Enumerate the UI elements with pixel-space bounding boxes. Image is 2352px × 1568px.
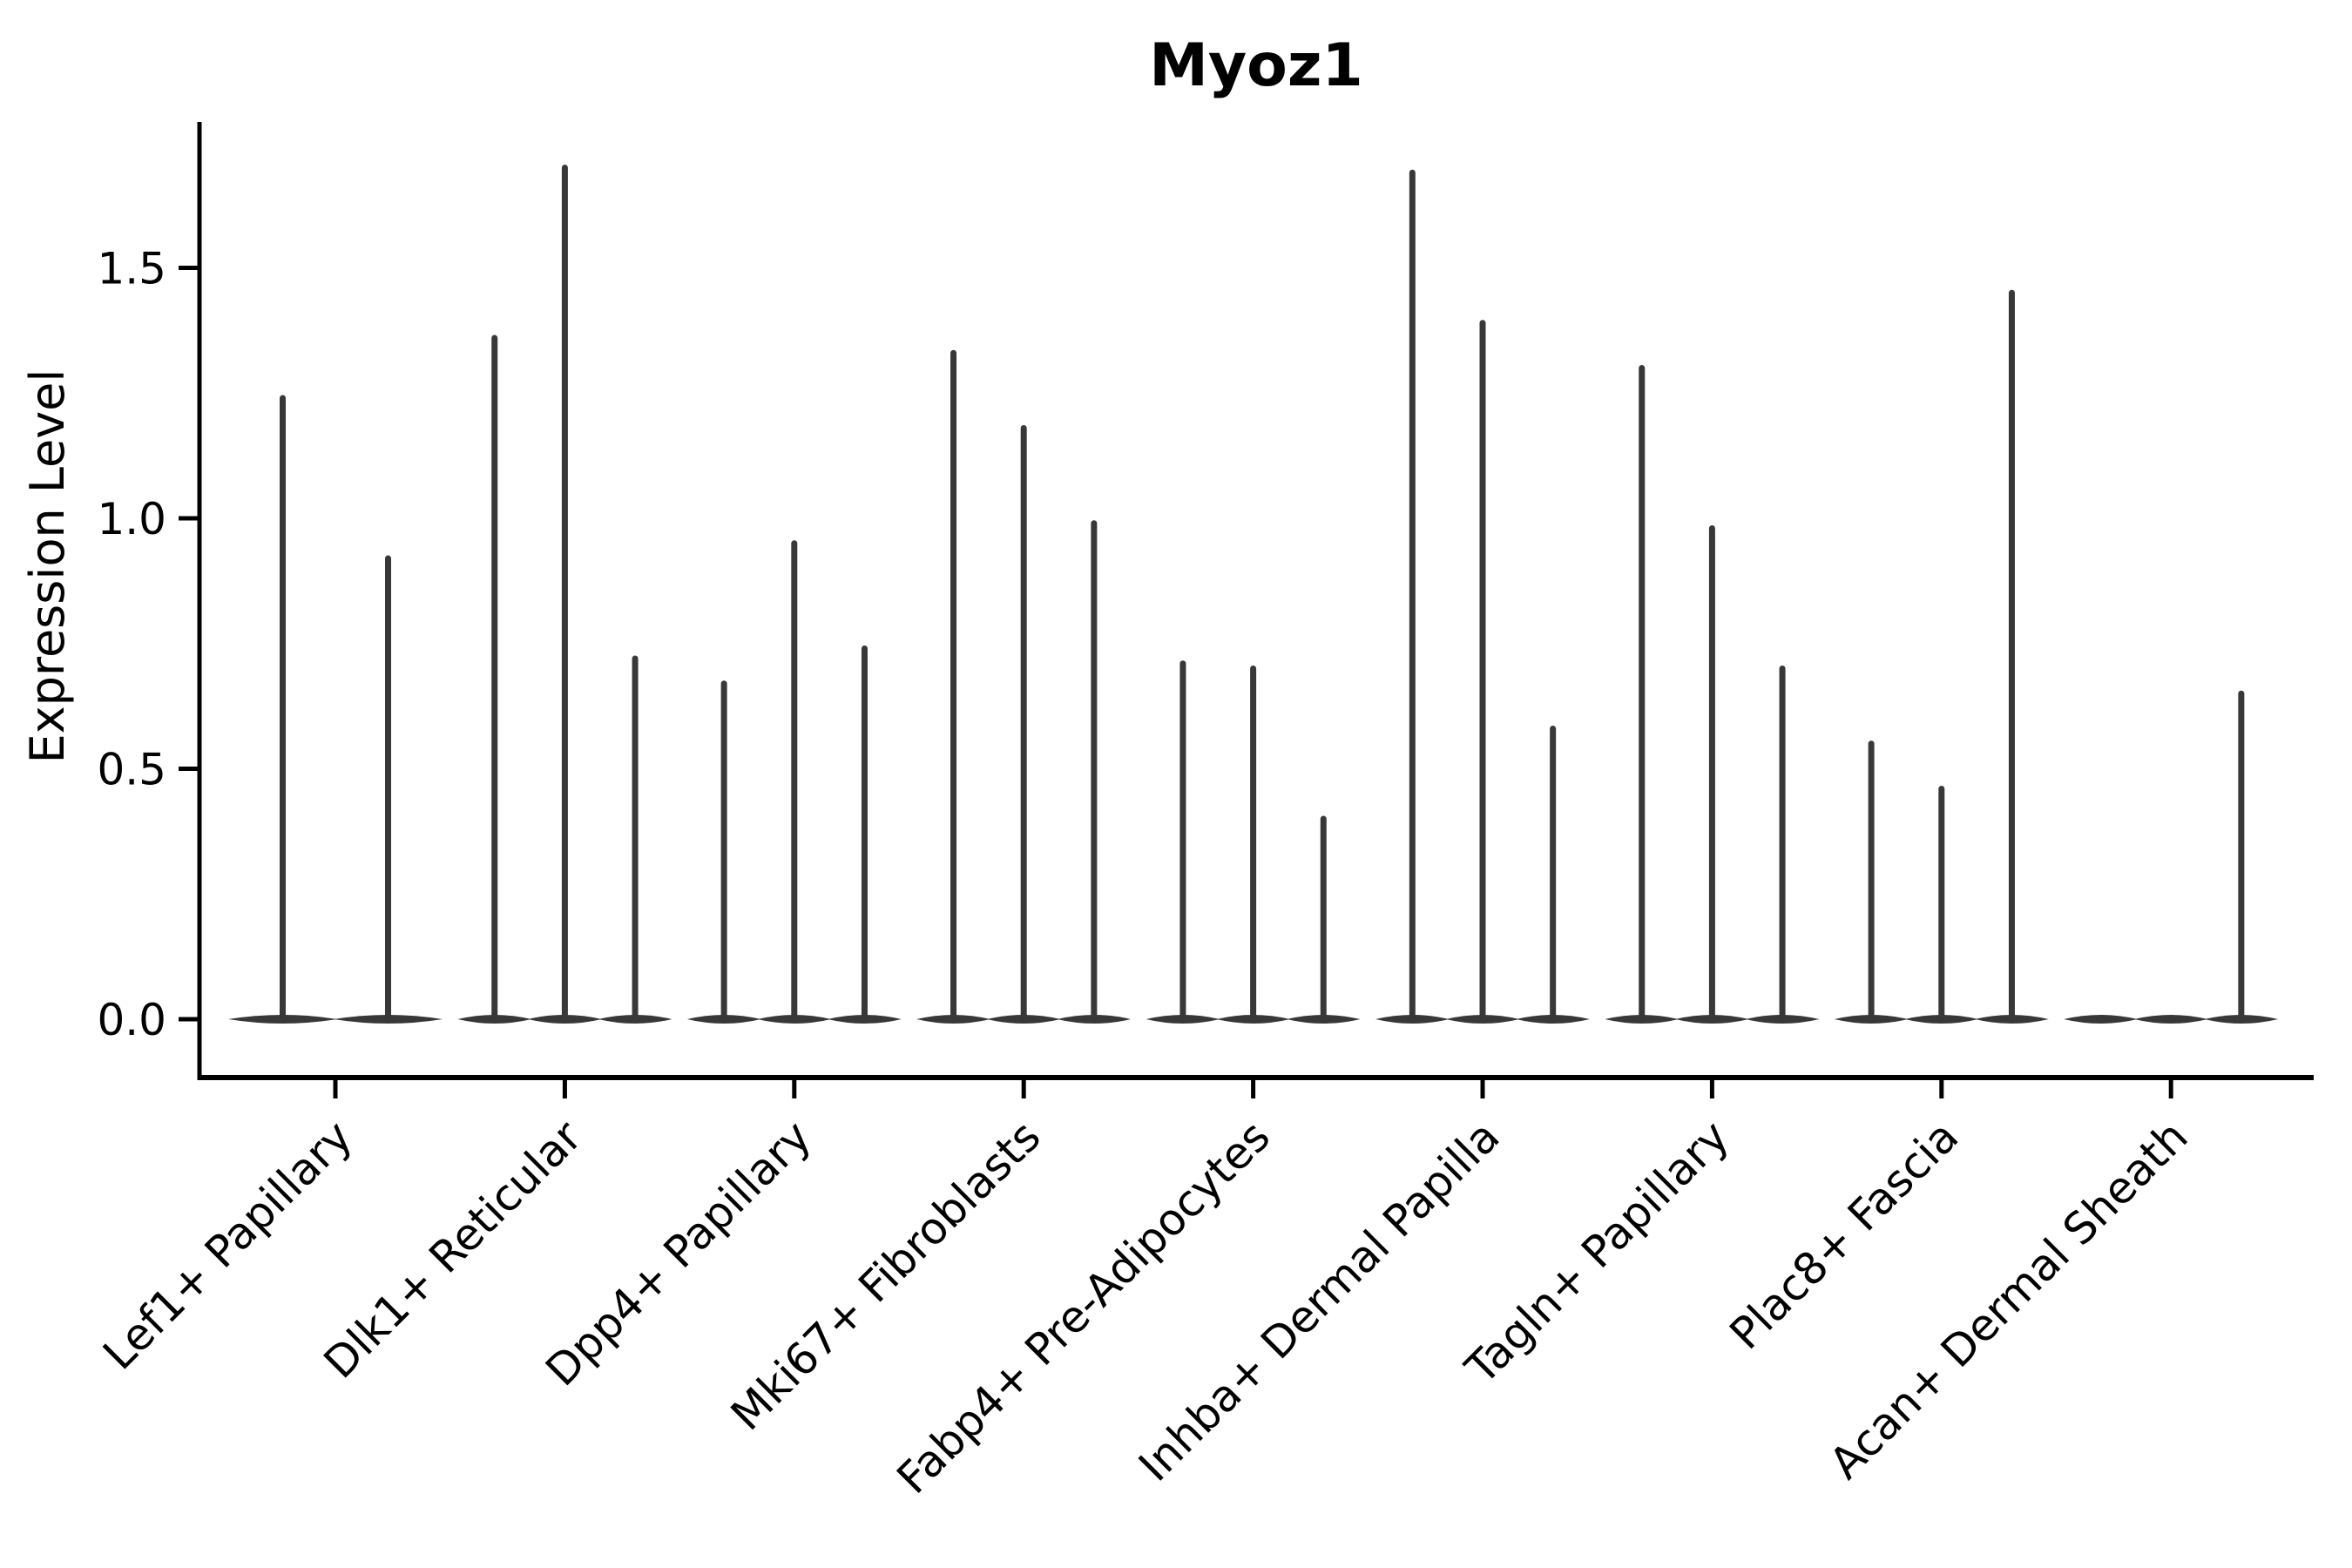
violin-group-1: [228, 395, 443, 1024]
violin-base: [2133, 1015, 2208, 1024]
y-tick-label: 1.0: [97, 494, 166, 544]
violin-group-2: [457, 165, 672, 1024]
violin-group-7: [1605, 365, 1820, 1024]
violin-group-8: [1834, 289, 2049, 1024]
chart-title: Myoz1: [1149, 31, 1363, 100]
violin-base: [2064, 1015, 2138, 1024]
y-tick-label: 1.5: [97, 244, 166, 294]
violin-group-4: [916, 349, 1132, 1024]
y-tick-label: 0.5: [97, 745, 166, 795]
violins-layer: [228, 165, 2279, 1024]
y-axis-label: Expression Level: [20, 369, 75, 764]
violin-group-5: [1146, 660, 1361, 1024]
violin-group-3: [686, 540, 902, 1024]
x-tick-label-8: Plac8+ Fascia: [1720, 1111, 1969, 1359]
x-tick-label-1: Lef1+ Papillary: [93, 1111, 362, 1379]
violin-group-9: [2064, 690, 2279, 1024]
x-tick-label-5: Fabp4+ Pre-Adipocytes: [888, 1111, 1281, 1504]
violin-group-6: [1375, 169, 1590, 1024]
y-tick-label: 0.0: [97, 995, 166, 1045]
